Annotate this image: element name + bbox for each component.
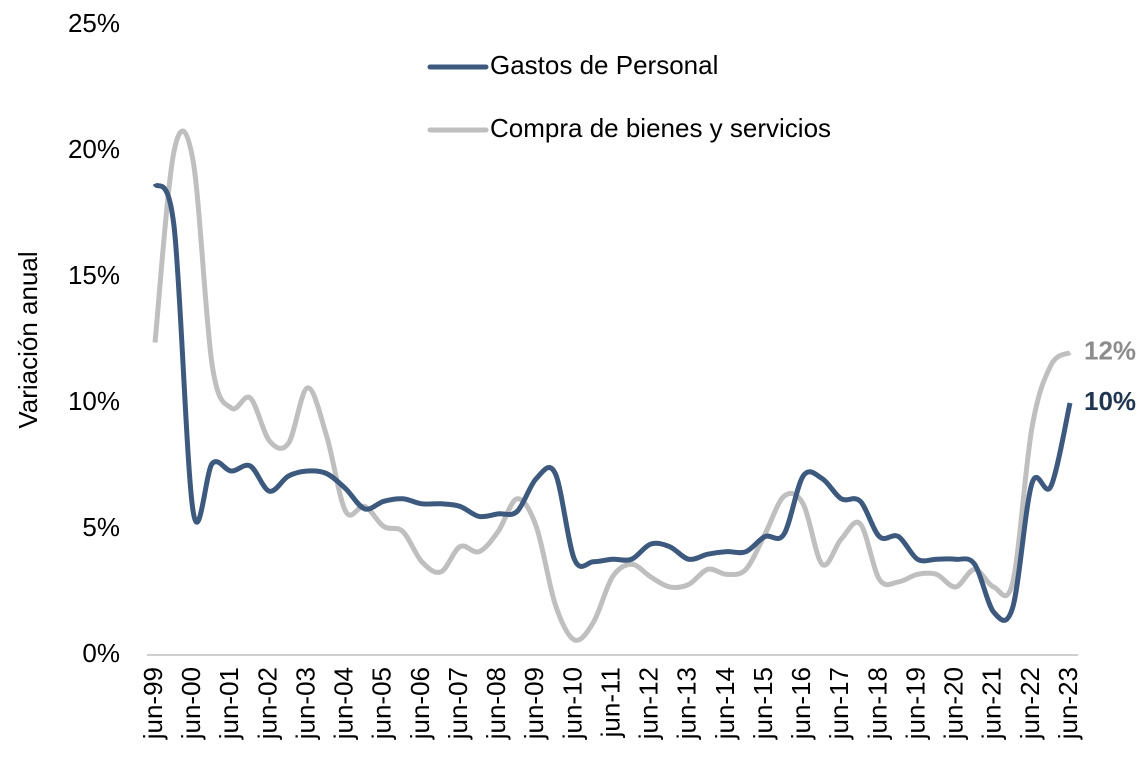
x-tick-label: jun-08 [481,667,511,740]
x-tick-label: jun-07 [443,667,473,740]
y-tick-label: 10% [68,386,120,416]
x-tick-label: jun-16 [786,667,816,740]
data-label: 10% [1084,386,1136,416]
y-axis-label: Variación anual [13,251,43,428]
x-tick-label: jun-01 [214,667,244,740]
x-tick-label: jun-19 [900,667,930,740]
y-tick-label: 15% [68,260,120,290]
x-tick-label: jun-15 [748,667,778,740]
x-tick-label: jun-23 [1053,667,1083,740]
x-tick-label: jun-21 [977,667,1007,740]
x-tick-label: jun-14 [710,667,740,740]
legend-label: Compra de bienes y servicios [490,113,831,143]
x-tick-label: jun-12 [634,667,664,740]
x-tick-label: jun-11 [595,667,625,738]
x-tick-label: jun-00 [176,667,206,740]
x-tick-label: jun-13 [672,667,702,740]
y-tick-label: 0% [82,638,120,668]
x-tick-label: jun-18 [862,667,892,740]
x-tick-label: jun-17 [824,667,854,740]
x-tick-label: jun-04 [329,667,359,740]
x-tick-label: jun-06 [405,667,435,740]
x-tick-label: jun-09 [519,667,549,740]
line [152,128,1072,643]
line [152,182,1073,623]
x-tick-label: jun-05 [367,667,397,740]
legend-label: Gastos de Personal [490,50,718,80]
data-label: 12% [1084,335,1136,365]
y-tick-label: 20% [68,134,120,164]
y-tick-label: 5% [82,512,120,542]
x-tick-label: jun-20 [939,667,969,740]
x-tick-label: jun-10 [557,667,587,740]
y-tick-label: 25% [68,8,120,38]
x-tick-label: jun-02 [252,667,282,740]
x-tick-label: jun-22 [1015,667,1045,740]
x-tick-label: jun-99 [138,667,168,740]
x-tick-label: jun-03 [290,667,320,740]
